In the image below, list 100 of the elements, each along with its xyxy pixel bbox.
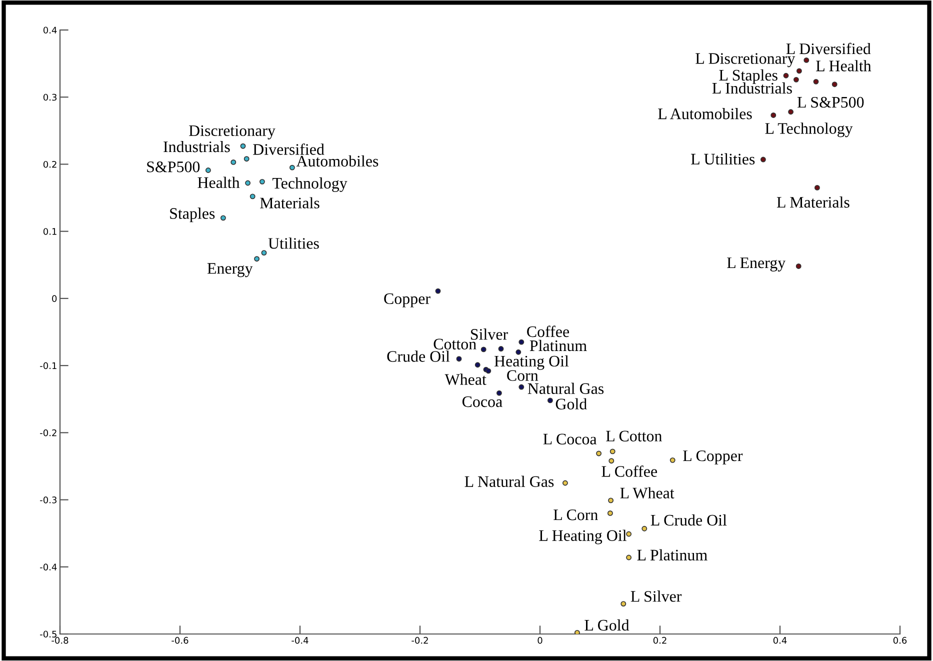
- annotation: L Diversified: [786, 42, 871, 54]
- annotation: Materials: [260, 197, 320, 208]
- annotation: L Gold: [584, 619, 630, 631]
- point: [596, 450, 602, 456]
- annotation: L Wheat: [620, 487, 674, 499]
- point: [518, 339, 524, 345]
- annotation: Staples: [170, 208, 215, 222]
- point: [760, 156, 766, 162]
- annotation: Crude Oil: [387, 350, 450, 362]
- x-tick-label: -0.6: [172, 636, 188, 644]
- point: [607, 510, 613, 516]
- annotation: L Silver: [630, 590, 682, 602]
- point: [796, 68, 802, 74]
- annotation: L Natural Gas: [464, 476, 554, 487]
- point: [793, 76, 799, 82]
- point: [516, 349, 522, 355]
- point: [289, 164, 295, 170]
- point: [620, 601, 626, 607]
- point: [783, 72, 789, 78]
- point: [796, 264, 802, 269]
- y-tick-label: 0.1: [43, 228, 56, 235]
- annotation: Discretionary: [188, 125, 276, 140]
- point: [230, 159, 236, 165]
- annotation: L Health: [816, 60, 872, 72]
- annotation: L Technology: [765, 122, 853, 138]
- annotation: Gold: [556, 398, 587, 410]
- annotation: L Staples: [719, 69, 778, 84]
- annotation: Coffee: [527, 326, 570, 338]
- annotation: L Discretionary: [696, 53, 796, 68]
- point: [474, 362, 480, 368]
- x-tick-label: -0.2: [412, 636, 428, 644]
- annotation: Technology: [272, 177, 348, 192]
- x-tick-label: -0.8: [52, 636, 68, 644]
- annotation: Platinum: [530, 340, 587, 352]
- point: [832, 82, 838, 88]
- point: [547, 398, 553, 404]
- point: [244, 156, 250, 162]
- annotation: L Heating Oil: [539, 530, 626, 544]
- annotation: S&P500: [147, 161, 200, 172]
- annotation: L Industrials: [712, 82, 792, 94]
- annotation: Health: [198, 176, 240, 188]
- point: [456, 356, 462, 362]
- point: [498, 346, 504, 352]
- point: [642, 526, 648, 532]
- point: [608, 498, 614, 504]
- y-tick-label: 0.4: [43, 26, 57, 34]
- annotation: L Platinum: [637, 549, 708, 560]
- y-tick-label: 0.2: [43, 160, 56, 168]
- point: [518, 384, 524, 390]
- x-tick-label: -0.4: [292, 636, 308, 644]
- x-tick-label: 0.4: [773, 636, 787, 644]
- x-tick-label: 0.6: [893, 636, 907, 644]
- annotation: Energy: [207, 263, 253, 278]
- point: [250, 194, 256, 200]
- annotation: L Utilities: [691, 153, 755, 165]
- point: [220, 215, 226, 221]
- annotation: Copper: [384, 293, 430, 308]
- point: [813, 78, 819, 84]
- point: [205, 168, 211, 173]
- annotation: L Coffee: [602, 465, 658, 477]
- point: [261, 250, 267, 256]
- annotation: L Materials: [776, 196, 850, 208]
- point: [480, 346, 486, 352]
- y-tick-label: -0.3: [40, 496, 56, 504]
- point: [626, 554, 632, 560]
- annotation: Corn: [507, 370, 538, 381]
- annotation: Automobiles: [296, 155, 378, 167]
- y-tick-label: -0.1: [40, 362, 56, 370]
- annotation: L Corn: [554, 509, 598, 520]
- y-tick-label: -0.2: [40, 429, 56, 436]
- annotation: Wheat: [444, 374, 486, 385]
- point: [496, 390, 502, 396]
- y-tick-label: 0: [52, 295, 57, 302]
- point: [486, 368, 492, 374]
- annotation: Cotton: [434, 338, 476, 350]
- point: [770, 112, 776, 118]
- y-tick-label: 0.3: [43, 94, 56, 101]
- annotation: Heating Oil: [494, 355, 569, 370]
- annotation: Cocoa: [462, 396, 502, 408]
- annotation: Utilities: [268, 238, 319, 249]
- annotation: L Cocoa: [543, 434, 597, 444]
- point: [610, 448, 616, 454]
- point: [626, 531, 632, 537]
- point: [574, 630, 580, 634]
- annotation: Silver: [470, 328, 508, 340]
- annotation: Natural Gas: [528, 382, 604, 394]
- point: [608, 458, 614, 464]
- point: [804, 57, 810, 63]
- annotation: L Energy: [727, 258, 786, 272]
- point: [814, 184, 820, 190]
- y-tick-label: -0.4: [40, 564, 57, 570]
- point: [562, 480, 568, 486]
- point: [788, 109, 794, 115]
- point: [240, 143, 246, 149]
- annotation: L Copper: [683, 450, 743, 464]
- x-tick-label: 0.2: [653, 636, 666, 644]
- point: [254, 256, 260, 262]
- y-tick-label: -0.5: [40, 630, 56, 638]
- x-tick-label: 0: [538, 636, 542, 644]
- annotation: L Cotton: [606, 430, 662, 442]
